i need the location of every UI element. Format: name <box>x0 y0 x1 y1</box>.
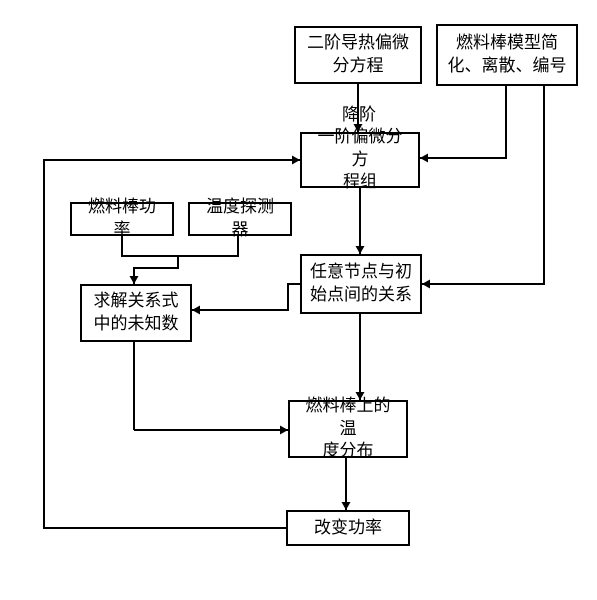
node-change-power: 改变功率 <box>286 510 410 546</box>
arrow-head-icon <box>130 276 139 284</box>
node-relation: 任意节点与初始点间的关系 <box>300 254 422 314</box>
node-label: 燃料棒上的温度分布 <box>298 395 398 464</box>
node-model: 燃料棒模型简化、离散、编号 <box>436 24 578 86</box>
node-label: 任意节点与初始点间的关系 <box>310 261 412 307</box>
node-label: 二阶导热偏微分方程 <box>307 32 409 78</box>
node-rod-power: 燃料棒功率 <box>70 202 174 236</box>
node-label: 一阶偏微分方程组 <box>310 126 410 195</box>
node-label: 燃料棒功率 <box>80 196 164 242</box>
node-eq1st: 一阶偏微分方程组 <box>300 132 420 188</box>
node-temp-detector: 温度探测器 <box>188 202 292 236</box>
arrow-head-icon <box>422 280 430 289</box>
step-label-text: 降阶 <box>342 105 376 124</box>
node-label: 改变功率 <box>314 517 382 540</box>
arrow-head-icon <box>192 306 200 315</box>
arrow-merge-to-solve <box>134 256 178 284</box>
arrow-head-icon <box>280 426 288 435</box>
arrow-head-icon <box>292 156 300 165</box>
arrow-relation-to-solve <box>192 284 300 310</box>
node-label: 温度探测器 <box>198 196 282 242</box>
node-label: 燃料棒模型简化、离散、编号 <box>448 32 567 78</box>
arrow-model-to-eq1st <box>420 86 506 158</box>
node-solve: 求解关系式中的未知数 <box>80 284 192 342</box>
node-label: 求解关系式中的未知数 <box>94 290 179 336</box>
arrow-head-icon <box>420 154 428 163</box>
arrow-head-icon <box>342 502 351 510</box>
node-eq2nd: 二阶导热偏微分方程 <box>294 26 422 84</box>
arrow-model-to-relation <box>422 86 544 284</box>
arrow-head-icon <box>356 246 365 254</box>
step-label-reduce: 降阶 <box>342 100 376 125</box>
node-temp-dist: 燃料棒上的温度分布 <box>288 400 408 458</box>
